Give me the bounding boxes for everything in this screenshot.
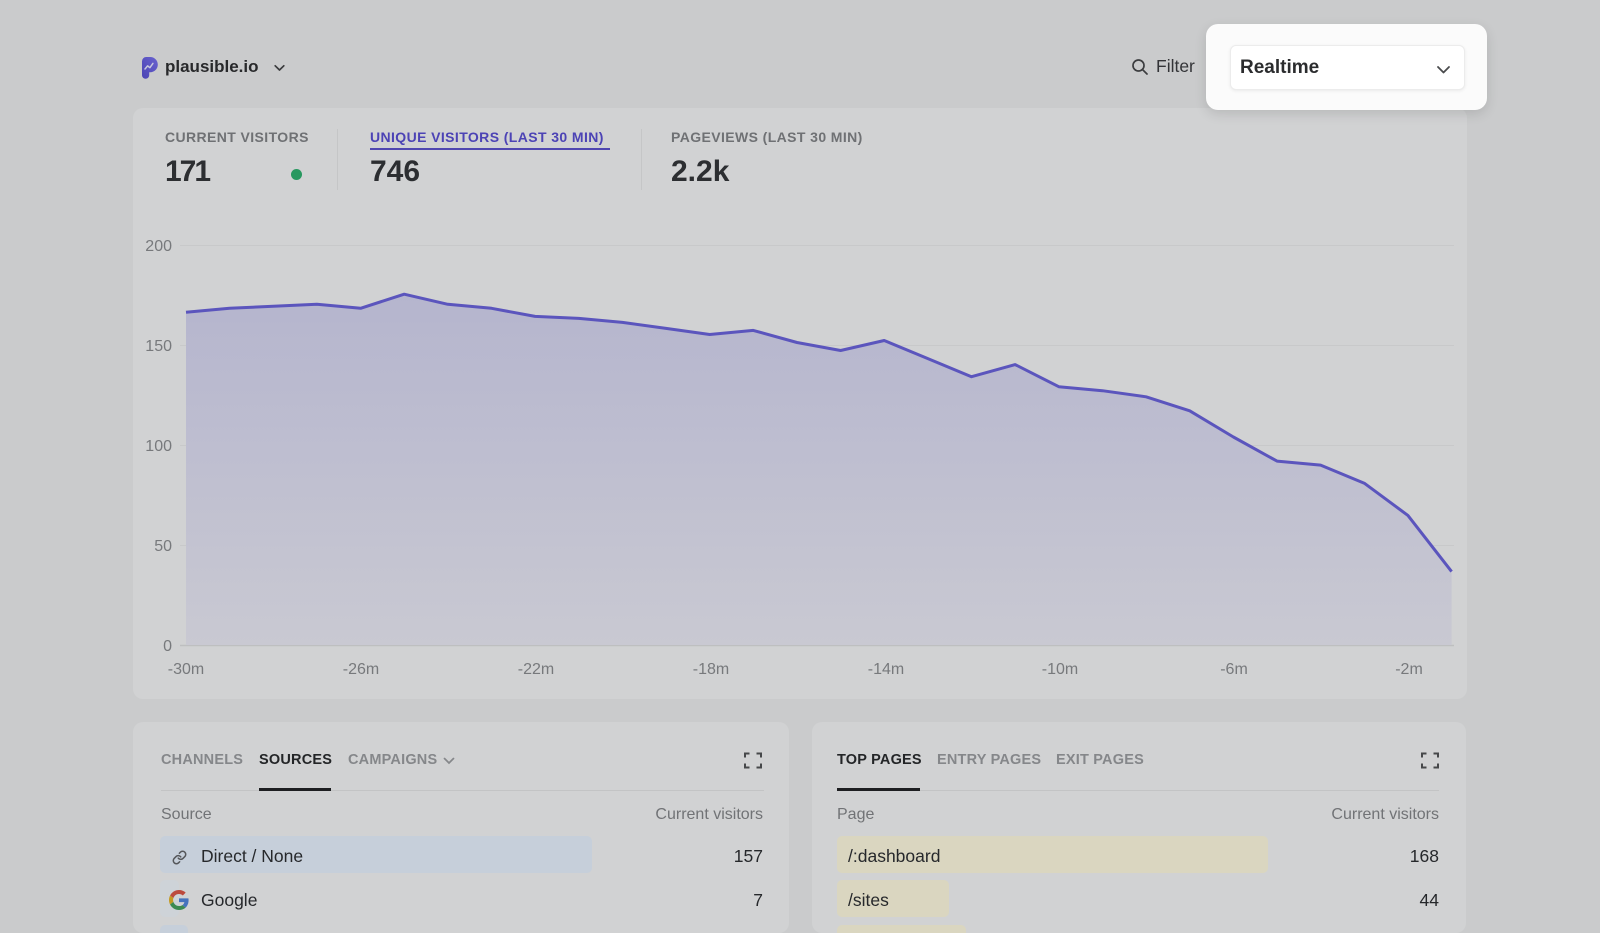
svg-text:50: 50 [154,538,172,555]
svg-text:0: 0 [163,638,172,655]
svg-text:100: 100 [145,438,172,455]
svg-text:-14m: -14m [868,661,904,678]
svg-text:-22m: -22m [518,661,554,678]
svg-text:-10m: -10m [1042,661,1078,678]
svg-text:-2m: -2m [1395,661,1423,678]
svg-text:-30m: -30m [168,661,204,678]
svg-text:-18m: -18m [693,661,729,678]
svg-text:150: 150 [145,338,172,355]
svg-text:200: 200 [145,238,172,255]
svg-text:-26m: -26m [343,661,379,678]
svg-text:-6m: -6m [1220,661,1248,678]
